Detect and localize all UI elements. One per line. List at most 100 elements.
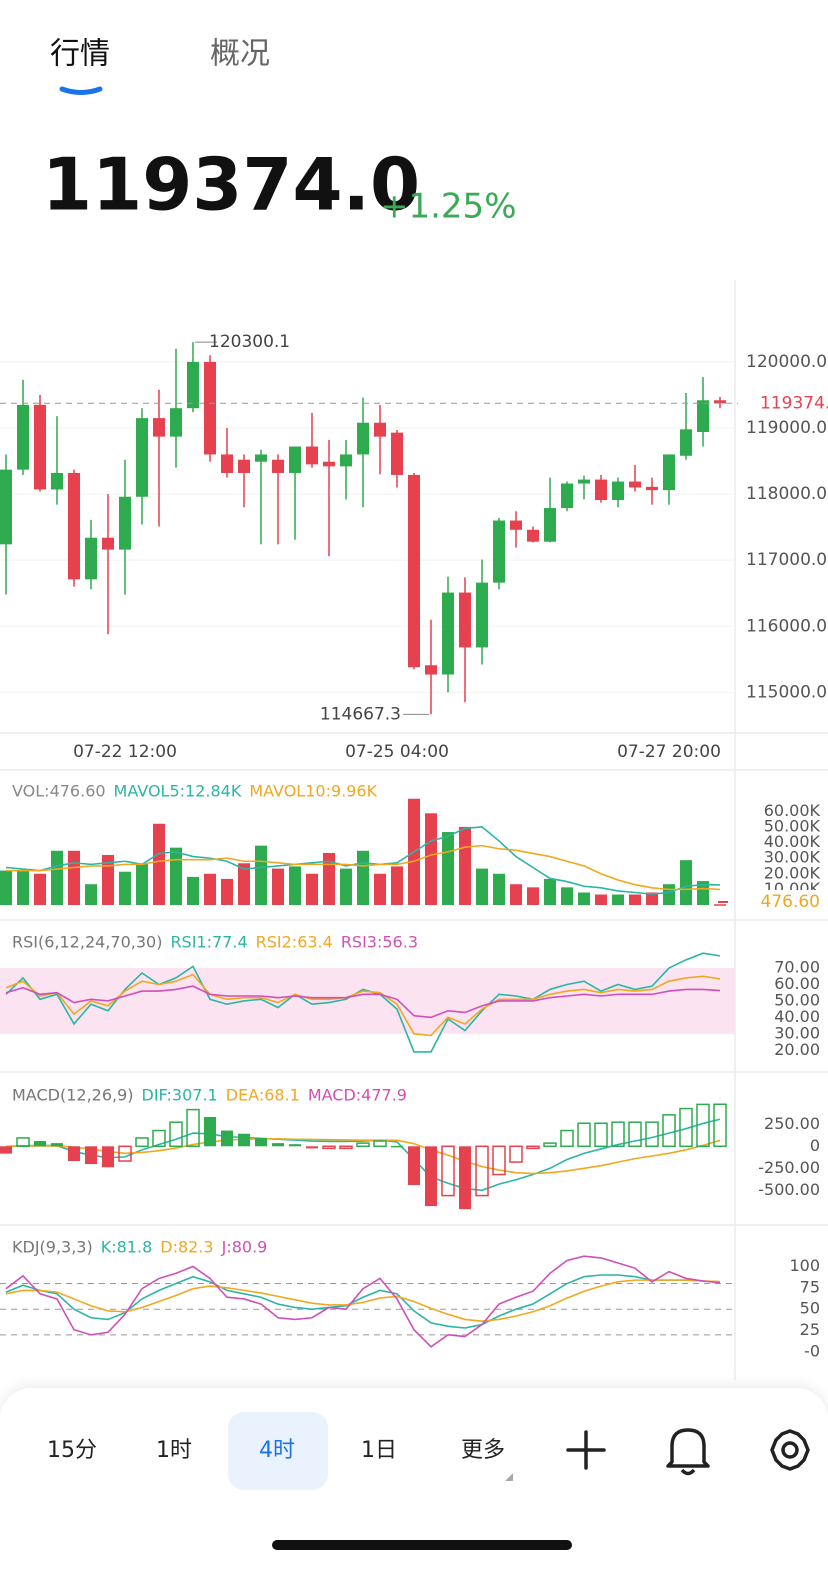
bar xyxy=(16,1137,30,1148)
y-tick-label: -250.00 xyxy=(758,1158,820,1177)
bar xyxy=(714,904,726,906)
tab[interactable]: 概况 xyxy=(210,37,270,72)
charts: 115000.0 116000.0 117000.0 118000.0 119000.0… xyxy=(0,332,828,1360)
candle-body xyxy=(51,472,63,490)
candle-body xyxy=(119,496,131,550)
legend-entry: RSI2:63.4 xyxy=(256,933,333,952)
interval-button[interactable]: 15分 xyxy=(47,1438,97,1463)
bar xyxy=(492,1145,506,1176)
y-tick-label: 30.00 xyxy=(774,1023,820,1042)
bar xyxy=(476,868,488,905)
price: 119374.0 xyxy=(42,143,420,227)
bar xyxy=(441,1145,455,1197)
bar xyxy=(425,1146,437,1207)
y-tick-label: 40.00 xyxy=(774,1007,820,1026)
bar xyxy=(560,1129,574,1148)
candle-body xyxy=(187,361,199,409)
bar xyxy=(374,873,386,905)
candle-body xyxy=(289,446,301,473)
candle-body xyxy=(153,418,165,437)
alert-icon[interactable] xyxy=(666,1428,710,1476)
settings-icon[interactable] xyxy=(770,1429,810,1471)
bar xyxy=(442,832,454,905)
candle-body xyxy=(680,429,692,456)
bar xyxy=(102,855,114,905)
bar xyxy=(306,873,318,905)
interval-button[interactable]: 4时 xyxy=(259,1438,295,1463)
bar xyxy=(187,876,199,905)
candle-body xyxy=(544,507,556,542)
interval-button[interactable]: 1日 xyxy=(361,1438,397,1463)
legend-entry: VOL:476.60 xyxy=(12,782,106,801)
y-tick-label: 20.00 xyxy=(774,1040,820,1059)
bar xyxy=(628,1121,642,1148)
bar xyxy=(391,866,403,905)
bar xyxy=(272,1143,284,1147)
toolbar-items: 15分 1时 4时 1日 更多 xyxy=(47,1438,505,1463)
bar xyxy=(204,1116,216,1147)
bar xyxy=(645,1121,659,1148)
bar xyxy=(306,1146,318,1149)
rsi-band xyxy=(0,968,735,1034)
add-icon[interactable] xyxy=(566,1430,606,1470)
y-tick-label: 117000.0 xyxy=(746,550,827,570)
bar xyxy=(373,1140,387,1148)
candle-body xyxy=(578,479,590,484)
y-tick-label: 75 xyxy=(800,1277,820,1296)
bar xyxy=(391,1145,403,1148)
interval-button[interactable]: 1时 xyxy=(156,1438,192,1463)
y-tick-label: 30.00K xyxy=(764,848,821,867)
legend-entry: MAVOL5:12.84K xyxy=(114,782,242,801)
candle-body xyxy=(595,479,607,501)
candle-body xyxy=(68,472,80,580)
y-tick-label: 70.00 xyxy=(774,958,820,977)
bar xyxy=(680,860,692,905)
legend-entry: MAVOL10:9.96K xyxy=(249,782,377,801)
bar xyxy=(578,892,590,905)
bar xyxy=(493,873,505,905)
series-line xyxy=(5,952,721,1053)
bar xyxy=(102,1146,114,1168)
bar xyxy=(697,881,709,905)
bar xyxy=(169,1121,183,1148)
y-tick-label: 60.00 xyxy=(774,974,820,993)
x-tick-label: 07-27 20:00 xyxy=(617,742,721,762)
more-caret xyxy=(505,1473,513,1481)
bar xyxy=(425,813,437,905)
legend-entry: K:81.8 xyxy=(101,1238,153,1257)
candle-body xyxy=(476,582,488,648)
y-tick-label: 50.00K xyxy=(764,816,821,835)
bar xyxy=(611,1121,625,1148)
series-line xyxy=(5,985,721,1019)
candle-body xyxy=(255,454,267,462)
y-tick-label: -500.00 xyxy=(758,1180,820,1199)
candle-body xyxy=(204,361,216,455)
bar xyxy=(561,887,573,905)
bar xyxy=(510,884,522,905)
y-tick-label: 120000.0 xyxy=(746,352,827,372)
y-tick-label: 119000.0 xyxy=(746,418,827,438)
bar xyxy=(663,884,675,905)
bar xyxy=(118,1145,132,1162)
candle-body xyxy=(510,520,522,530)
bar xyxy=(135,1137,149,1148)
candle-body xyxy=(561,483,573,508)
bar xyxy=(696,1103,710,1148)
candle-body xyxy=(663,454,675,491)
bar xyxy=(34,873,46,905)
candle-body xyxy=(85,537,97,580)
y-tick-label: 50.00 xyxy=(774,990,820,1009)
candle-body xyxy=(170,408,182,437)
interval-button[interactable]: 更多 xyxy=(461,1438,505,1463)
bar xyxy=(170,847,182,905)
y-tick-label: 60.00K xyxy=(764,801,821,820)
series-line xyxy=(5,1138,721,1175)
series-line xyxy=(5,826,721,895)
bar xyxy=(526,1145,540,1150)
candle-body xyxy=(323,461,335,467)
bar xyxy=(68,1146,80,1161)
tab[interactable]: 行情 xyxy=(50,37,110,72)
legend-entry: DIF:307.1 xyxy=(142,1086,218,1105)
legend-entry: MACD:477.9 xyxy=(308,1086,407,1105)
candle-body xyxy=(442,592,454,675)
